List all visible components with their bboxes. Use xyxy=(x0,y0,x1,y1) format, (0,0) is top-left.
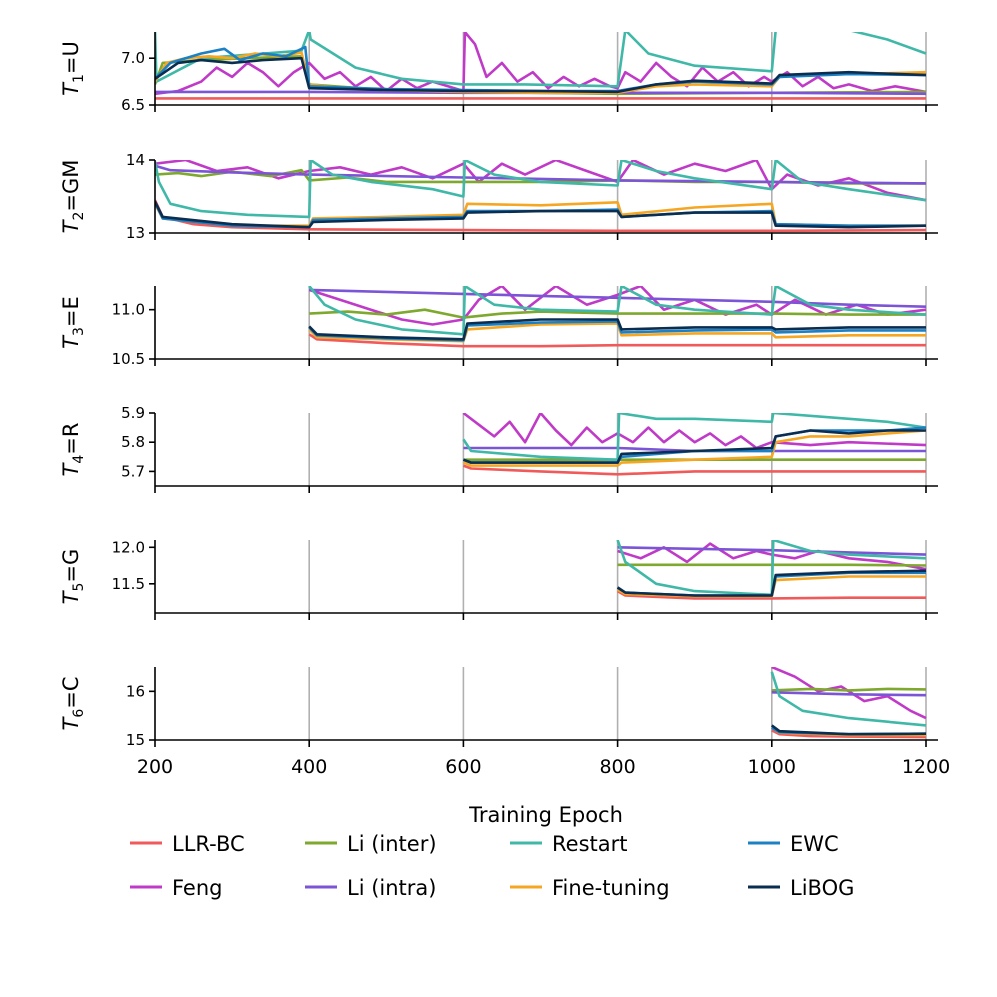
legend-item-feng: Feng xyxy=(130,876,223,900)
legend-label: Feng xyxy=(172,876,223,900)
y-tick-label: 13 xyxy=(126,224,145,242)
legend-item-llr-bc: LLR-BC xyxy=(130,832,245,856)
series-line-llr-bc xyxy=(616,589,926,600)
series-line-libog xyxy=(155,201,927,229)
series-line-llr-bc xyxy=(771,729,927,739)
x-tick-label: 400 xyxy=(291,756,327,778)
series-line-libog xyxy=(616,569,927,597)
series-line-feng xyxy=(155,32,927,96)
chart-panels: 6.5 7.0 T1=U 13 14 T2=GM 10.5 11.0 T3=E 5.7 5.8 5.9… xyxy=(59,32,950,778)
legend-label: LLR-BC xyxy=(172,832,245,856)
series-lines xyxy=(308,286,927,348)
legend: LLR-BC Li (inter) Restart EWC Feng Li (intra)… xyxy=(130,832,854,900)
y-axis-label: T3=E xyxy=(59,296,87,349)
series-line-li-intra xyxy=(771,691,927,697)
x-tick-label: 600 xyxy=(445,756,481,778)
series-line-fine-tuning xyxy=(462,429,927,467)
x-tick-label: 200 xyxy=(137,756,173,778)
series-line-libog xyxy=(771,724,927,736)
y-tick-label: 6.5 xyxy=(121,96,145,114)
series-line-restart xyxy=(462,413,927,461)
legend-label: Li (intra) xyxy=(347,876,436,900)
series-line-libog xyxy=(462,429,926,464)
y-axis-label: T4=R xyxy=(59,423,87,477)
panel-5: 11.5 12.0 T5=G xyxy=(59,538,938,620)
series-line-li-inter xyxy=(771,687,927,692)
y-tick-label: 5.7 xyxy=(121,462,145,480)
series-line-li-intra xyxy=(309,288,927,308)
y-tick-label: 5.9 xyxy=(121,404,145,422)
series-lines xyxy=(155,32,927,100)
legend-item-ewc: EWC xyxy=(748,832,839,856)
y-tick-label: 5.8 xyxy=(121,433,145,451)
series-line-li-intra xyxy=(155,164,927,185)
y-tick-label: 11.5 xyxy=(112,575,145,593)
legend-item-restart: Restart xyxy=(510,832,627,856)
y-tick-label: 7.0 xyxy=(121,49,145,67)
series-line-llr-bc xyxy=(308,333,926,348)
y-tick-label: 11.0 xyxy=(112,301,145,319)
series-line-libog xyxy=(308,318,926,341)
legend-item-libog: LiBOG xyxy=(748,876,854,900)
panel-4: 5.7 5.8 5.9 T4=R xyxy=(59,404,938,493)
y-tick-label: 15 xyxy=(126,731,145,749)
series-line-restart xyxy=(770,671,927,727)
series-lines xyxy=(155,160,927,233)
legend-label: LiBOG xyxy=(790,876,854,900)
y-axis-label: T6=C xyxy=(59,676,87,730)
panel-2: 13 14 T2=GM xyxy=(59,151,938,242)
series-line-libog xyxy=(155,56,927,94)
legend-item-fine-tuning: Fine-tuning xyxy=(510,876,670,900)
panel-3: 10.5 11.0 T3=E xyxy=(59,286,938,368)
series-line-restart xyxy=(308,286,927,336)
series-line-feng xyxy=(308,286,927,326)
y-tick-label: 12.0 xyxy=(112,538,145,556)
series-line-li-inter xyxy=(309,308,926,319)
legend-item-li-intra: Li (intra) xyxy=(305,876,436,900)
x-tick-label: 1200 xyxy=(902,756,950,778)
x-axis-label: Training Epoch xyxy=(468,803,623,827)
series-line-llr-bc xyxy=(462,464,926,476)
legend-label: Fine-tuning xyxy=(552,876,670,900)
series-line-feng xyxy=(462,413,927,450)
legend-item-li-inter: Li (inter) xyxy=(305,832,437,856)
panel-6: 15 16 T6=C 200 400 600 800 1000 1200 xyxy=(59,667,950,778)
y-axis-label: T5=G xyxy=(59,549,87,605)
legend-label: Restart xyxy=(552,832,627,856)
y-axis-label: T2=GM xyxy=(59,160,87,234)
series-lines xyxy=(616,540,927,600)
panel-1: 6.5 7.0 T1=U xyxy=(59,32,938,114)
x-tick-label: 1000 xyxy=(748,756,796,778)
series-lines xyxy=(770,667,927,739)
legend-label: Li (inter) xyxy=(347,832,437,856)
series-line-restart xyxy=(155,160,927,219)
y-axis-label: T1=U xyxy=(59,41,87,96)
y-tick-label: 16 xyxy=(126,682,145,700)
y-tick-label: 10.5 xyxy=(112,350,145,368)
legend-label: EWC xyxy=(790,832,839,856)
y-tick-label: 14 xyxy=(126,151,145,169)
x-tick-label: 800 xyxy=(599,756,635,778)
series-lines xyxy=(462,413,927,476)
series-line-fine-tuning xyxy=(155,201,926,227)
